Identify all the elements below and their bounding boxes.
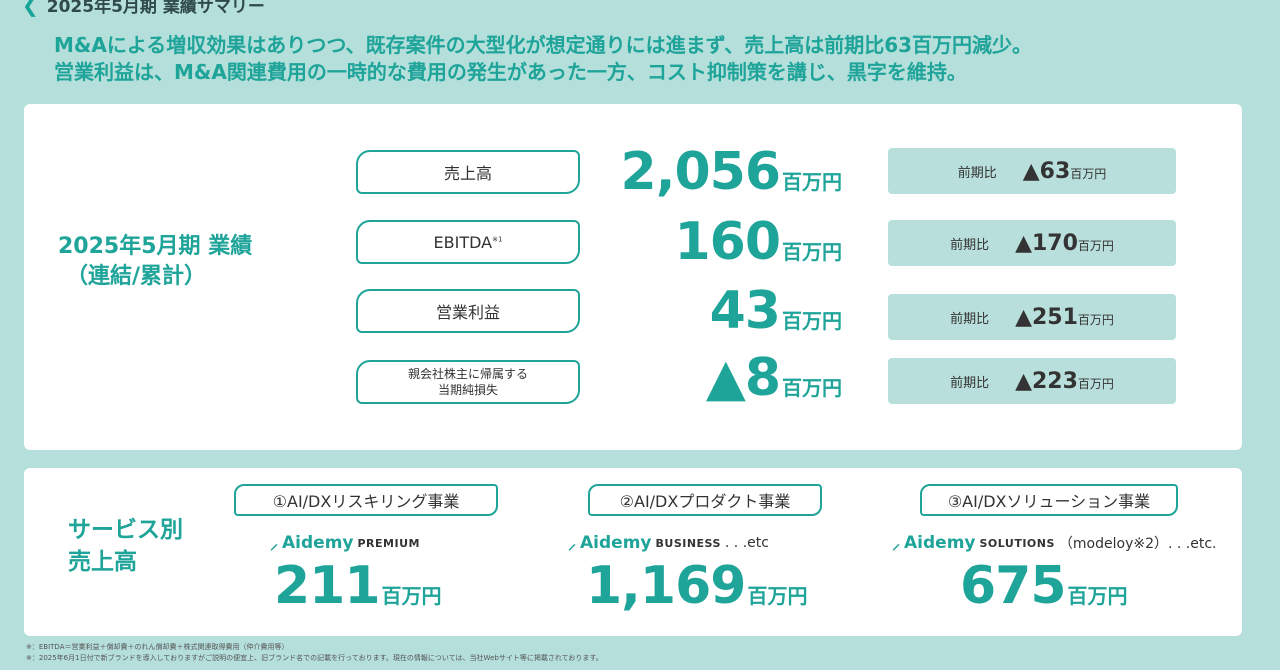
services-title-line-2: 売上高 (68, 549, 137, 575)
service-solutions-amount: 675 百万円 (960, 560, 1128, 612)
headline-line-2: 営業利益は、M&A関連費用の一時的な費用の発生があった一方、コスト抑制策を講じ、… (54, 60, 967, 84)
headline: M&Aによる増収効果はありつつ、既存案件の大型化が想定通りには進まず、売上高は前… (54, 32, 1264, 86)
aidemy-logo-icon: ⸝ (270, 534, 279, 553)
label-revenue: 売上高 (356, 150, 580, 194)
service-solutions-brand: ⸝ Aidemy SOLUTIONS （modeloy※2）. . .etc. (892, 532, 1217, 554)
label-ebitda-text: EBITDA※1 (433, 232, 503, 252)
value-operating-income: 43 百万円 (710, 285, 842, 337)
value-net-loss-unit: 百万円 (782, 376, 842, 400)
value-net-loss-number: ▲8 (705, 348, 781, 408)
service-product-value: 1,169 (586, 556, 746, 616)
results-title-text: 2025年5月期 業績 (58, 234, 253, 259)
services-title-line-1: サービス別 (68, 517, 183, 543)
value-revenue-number: 2,056 (620, 142, 781, 202)
service-solutions-tab: ③AI/DXソリューション事業 (920, 484, 1178, 516)
page-header: ❮ 2025年5月期 業績サマリー (22, 0, 265, 17)
service-reskilling-brand-suffix: PREMIUM (357, 536, 420, 550)
yoy-operating-income-label: 前期比 (950, 311, 990, 327)
value-net-loss: ▲8 百万円 (706, 352, 842, 404)
page-title: 2025年5月期 業績サマリー (46, 0, 265, 17)
value-ebitda: 160 百万円 (674, 216, 842, 268)
service-product-brand-etc: . . .etc (724, 535, 769, 551)
aidemy-logo-icon: ⸝ (892, 534, 901, 553)
service-product-brand-suffix: BUSINESS (655, 536, 721, 550)
aidemy-logo-icon: ⸝ (568, 534, 577, 553)
chevron-icon: ❮ (22, 0, 39, 17)
service-product-brand-name: Aidemy (580, 533, 652, 553)
service-reskilling: ①AI/DXリスキリング事業 ⸝ Aidemy PREMIUM 211 百万円 (234, 482, 514, 636)
service-reskilling-brand-name: Aidemy (282, 533, 354, 553)
service-reskilling-brand: ⸝ Aidemy PREMIUM (270, 532, 420, 554)
yoy-revenue-label: 前期比 (957, 165, 997, 181)
service-solutions-brand-suffix: SOLUTIONS (979, 536, 1055, 550)
label-net-loss: 親会社株主に帰属する 当期純損失 (356, 360, 580, 404)
label-net-loss-text: 親会社株主に帰属する 当期純損失 (407, 367, 528, 397)
service-reskilling-unit: 百万円 (381, 584, 442, 608)
service-solutions-value: 675 (960, 556, 1067, 616)
service-reskilling-value: 211 (274, 556, 381, 616)
yoy-ebitda-value: ▲170百万円 (1015, 230, 1114, 256)
yoy-operating-income-value: ▲251百万円 (1015, 304, 1114, 330)
service-product: ②AI/DXプロダクト事業 ⸝ Aidemy BUSINESS . . .etc… (566, 482, 856, 636)
yoy-net-loss: 前期比 ▲223百万円 (888, 358, 1176, 404)
value-operating-income-unit: 百万円 (782, 309, 842, 333)
results-subtitle: （連結/累計） (66, 264, 207, 289)
value-ebitda-unit: 百万円 (782, 240, 842, 264)
value-revenue-unit: 百万円 (782, 170, 842, 194)
service-solutions-unit: 百万円 (1067, 584, 1128, 608)
value-revenue: 2,056 百万円 (621, 146, 842, 198)
footnote-1: ※：EBITDA＝営業利益＋償却費＋のれん償却費＋株式関連取得費用（仲介費用等） (26, 643, 289, 651)
services-title: サービス別 売上高 (68, 514, 228, 578)
value-ebitda-number: 160 (674, 212, 781, 272)
yoy-ebitda: 前期比 ▲170百万円 (888, 220, 1176, 266)
label-operating-income: 営業利益 (356, 289, 580, 333)
service-solutions-brand-name: Aidemy (904, 533, 976, 553)
service-solutions: ③AI/DXソリューション事業 ⸝ Aidemy SOLUTIONS （mode… (890, 482, 1230, 636)
service-product-brand: ⸝ Aidemy BUSINESS . . .etc (568, 532, 769, 554)
footnotes: ※：EBITDA＝営業利益＋償却費＋のれん償却費＋株式関連取得費用（仲介費用等）… (26, 642, 603, 664)
service-product-amount: 1,169 百万円 (586, 560, 807, 612)
yoy-net-loss-label: 前期比 (950, 375, 990, 391)
label-revenue-text: 売上高 (443, 164, 492, 183)
headline-line-1: M&Aによる増収効果はありつつ、既存案件の大型化が想定通りには進まず、売上高は前… (54, 33, 1033, 57)
label-ebitda: EBITDA※1 (356, 220, 580, 264)
service-product-unit: 百万円 (747, 584, 808, 608)
value-operating-income-number: 43 (709, 281, 781, 341)
service-reskilling-tab: ①AI/DXリスキリング事業 (234, 484, 498, 516)
yoy-ebitda-label: 前期比 (950, 237, 990, 253)
service-solutions-brand-etc: （modeloy※2）. . .etc. (1058, 536, 1217, 552)
footnote-2: ※：2025年6月1日付で新ブランドを導入しておりますがご説明の便宜上、旧ブラン… (26, 654, 603, 662)
label-operating-income-text: 営業利益 (435, 303, 500, 322)
service-product-tab: ②AI/DXプロダクト事業 (588, 484, 822, 516)
yoy-operating-income: 前期比 ▲251百万円 (888, 294, 1176, 340)
yoy-revenue-value: ▲63百万円 (1022, 158, 1107, 184)
yoy-revenue: 前期比 ▲63百万円 (888, 148, 1176, 194)
results-title: 2025年5月期 業績 （連結/累計） (58, 232, 308, 292)
service-reskilling-amount: 211 百万円 (274, 560, 442, 612)
yoy-net-loss-value: ▲223百万円 (1015, 368, 1114, 394)
